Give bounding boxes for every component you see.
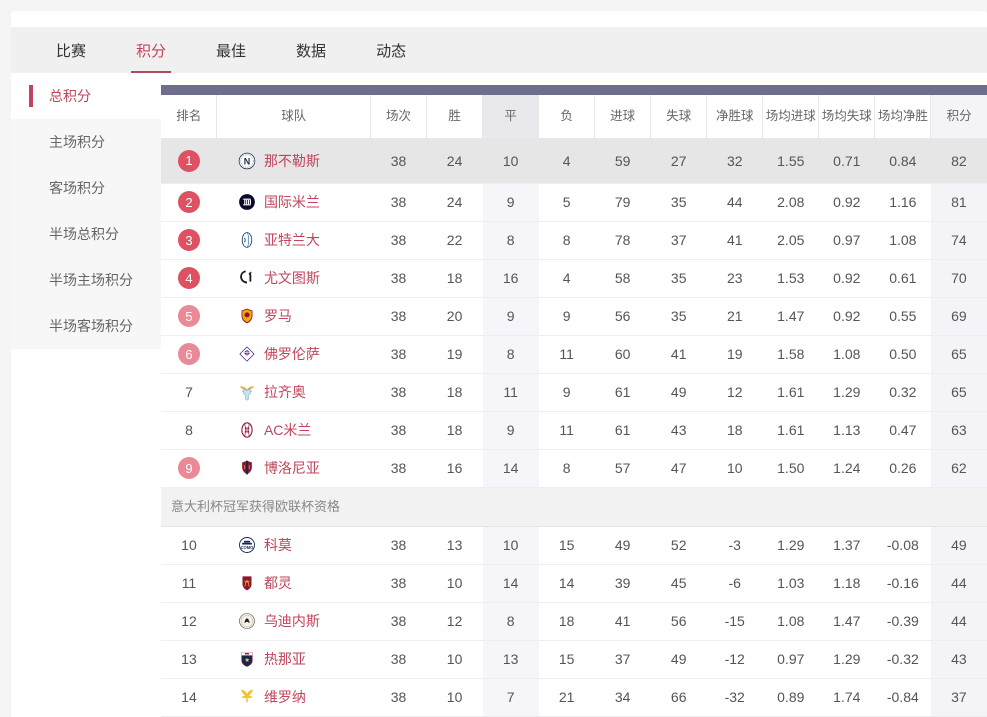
svg-text:COMO: COMO [241,545,255,550]
svg-text:N: N [244,156,251,166]
